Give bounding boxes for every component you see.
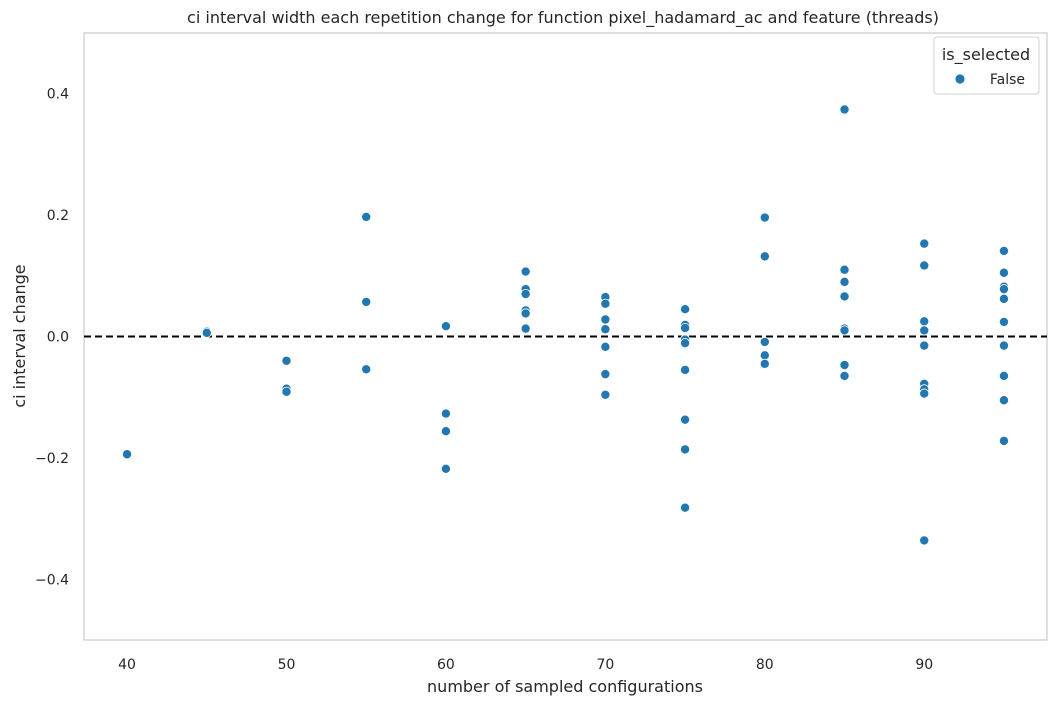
data-point — [600, 324, 611, 335]
x-tick-label: 80 — [756, 657, 774, 673]
data-point — [919, 316, 930, 327]
data-point — [998, 245, 1009, 256]
x-axis-label: number of sampled configurations — [427, 677, 703, 696]
data-point — [600, 341, 611, 352]
y-tick-label: −0.2 — [35, 451, 69, 467]
data-point — [281, 386, 292, 397]
data-point — [361, 364, 372, 375]
legend: is_selected False — [933, 36, 1040, 95]
data-point — [839, 325, 850, 336]
data-point — [759, 336, 770, 347]
y-tick-label: 0.4 — [47, 87, 69, 103]
data-point — [759, 350, 770, 361]
data-point — [680, 338, 691, 349]
data-point — [600, 389, 611, 400]
data-point — [919, 238, 930, 249]
data-point — [201, 327, 212, 338]
data-point — [998, 370, 1009, 381]
y-axis: 0.4 0.2 0.0 −0.2 −0.4 — [35, 87, 69, 589]
data-point — [998, 293, 1009, 304]
data-point — [680, 444, 691, 455]
data-point — [361, 296, 372, 307]
data-point — [998, 316, 1009, 327]
data-point — [440, 463, 451, 474]
data-point — [440, 321, 451, 332]
legend-marker-false — [954, 73, 966, 85]
y-axis-label: ci interval change — [10, 264, 29, 407]
data-point — [919, 340, 930, 351]
x-tick-label: 60 — [437, 657, 455, 673]
x-tick-label: 50 — [278, 657, 296, 673]
data-point — [919, 325, 930, 336]
data-point — [680, 414, 691, 425]
x-axis: 40 50 60 70 80 90 — [118, 657, 933, 673]
data-point — [759, 358, 770, 369]
data-point — [520, 266, 531, 277]
y-tick-label: 0.0 — [47, 330, 69, 346]
data-point — [600, 298, 611, 309]
x-tick-label: 90 — [915, 657, 933, 673]
chart-title: ci interval width each repetition change… — [187, 8, 939, 28]
data-point — [281, 355, 292, 366]
data-point — [998, 284, 1009, 295]
data-point — [520, 289, 531, 300]
data-point — [520, 323, 531, 334]
legend-title: is_selected — [942, 45, 1030, 65]
data-point — [998, 395, 1009, 406]
data-point — [440, 426, 451, 437]
data-point — [839, 291, 850, 302]
data-point — [839, 276, 850, 287]
data-point — [440, 408, 451, 419]
y-tick-label: −0.4 — [35, 572, 69, 588]
data-point — [839, 370, 850, 381]
data-point — [600, 314, 611, 325]
data-point — [122, 449, 133, 460]
x-tick-label: 70 — [596, 657, 614, 673]
data-point — [839, 264, 850, 275]
data-point — [919, 260, 930, 271]
data-points — [122, 104, 1009, 546]
data-point — [998, 340, 1009, 351]
data-point — [680, 502, 691, 513]
data-point — [361, 211, 372, 222]
data-point — [759, 212, 770, 223]
data-point — [520, 308, 531, 319]
x-tick-label: 40 — [118, 657, 136, 673]
data-point — [680, 322, 691, 333]
y-tick-label: 0.2 — [47, 208, 69, 224]
data-point — [680, 364, 691, 375]
data-point — [839, 360, 850, 371]
data-point — [919, 535, 930, 546]
data-point — [998, 267, 1009, 278]
data-point — [759, 251, 770, 262]
data-point — [680, 304, 691, 315]
data-point — [919, 388, 930, 399]
data-point — [998, 435, 1009, 446]
data-point — [600, 369, 611, 380]
legend-label-false: False — [990, 72, 1025, 88]
data-point — [839, 104, 850, 115]
